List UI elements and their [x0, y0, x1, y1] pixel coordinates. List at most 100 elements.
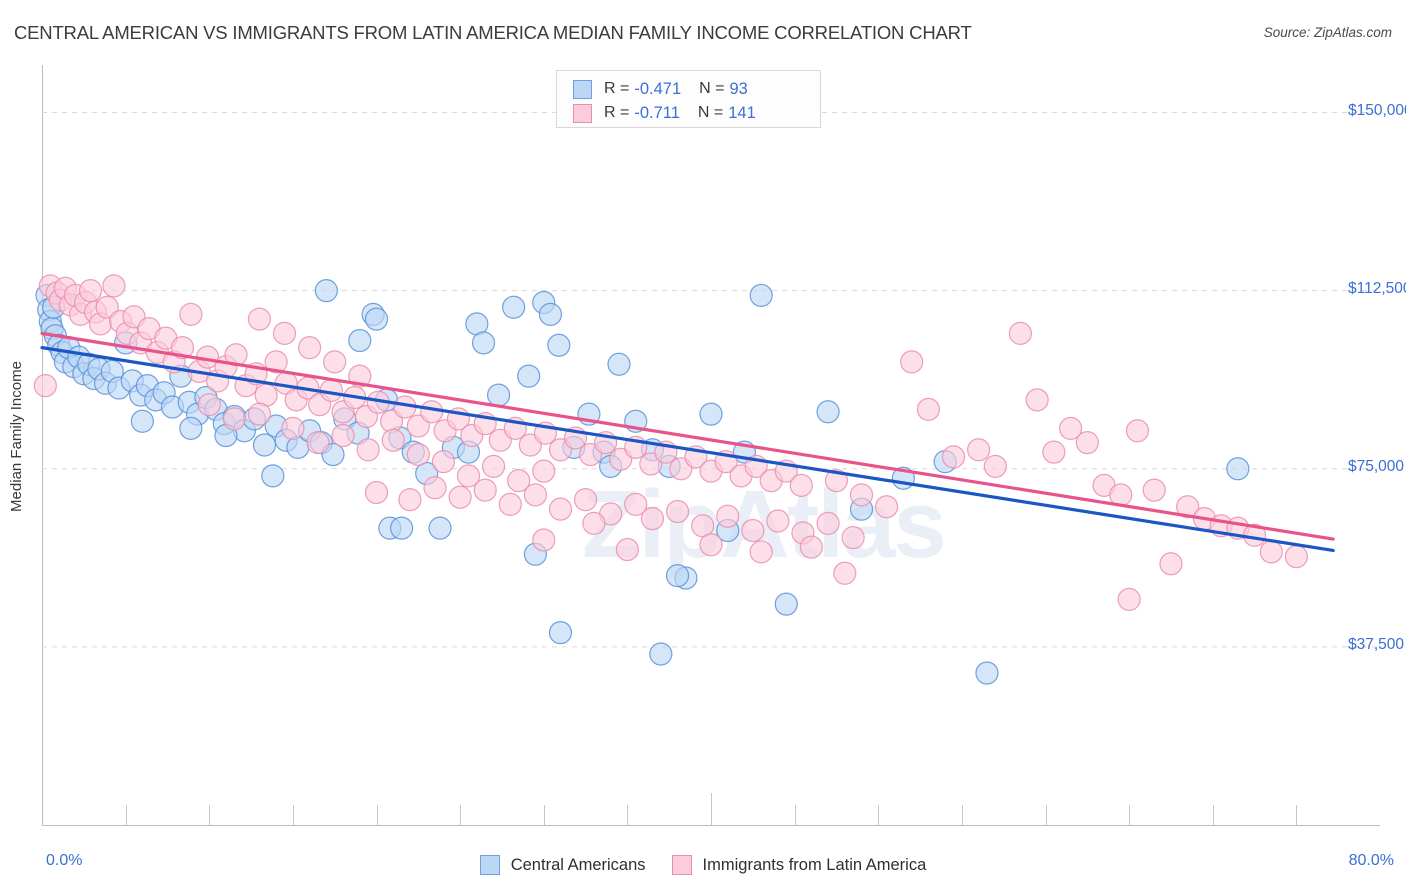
scatter-point [1117, 587, 1141, 611]
scatter-point [170, 336, 195, 360]
scatter-point [448, 485, 472, 509]
scatter-point [548, 497, 573, 521]
scatter-point [699, 402, 723, 426]
x-axis-tick [292, 805, 294, 825]
scatter-point [624, 492, 648, 516]
stats-r-value-1: -0.471 [634, 79, 682, 98]
scatter-point [406, 442, 430, 467]
scatter-point [1125, 419, 1150, 443]
y-axis-tick-label: $75,000 [1348, 457, 1405, 475]
scatter-point [1025, 388, 1049, 412]
x-axis-tick [878, 805, 880, 825]
scatter-point [615, 537, 639, 562]
x-axis-tick [543, 805, 545, 825]
stats-swatch-pink [573, 103, 592, 123]
x-axis-tick [794, 805, 796, 825]
scatter-point [517, 364, 541, 388]
x-axis-tick [125, 805, 127, 825]
trend-line [40, 346, 1335, 553]
x-axis-tick [1045, 805, 1047, 825]
y-axis-tick-label: $112,500 [1348, 279, 1406, 297]
scatter-point [983, 454, 1007, 478]
legend-item-latin-america[interactable]: Immigrants from Latin America [671, 855, 926, 875]
scatter-point [640, 507, 665, 531]
scatter-point [423, 476, 447, 500]
scatter-point [348, 328, 372, 353]
x-axis-tick [209, 805, 211, 825]
scatter-point [824, 469, 849, 493]
scatter-point [502, 295, 526, 319]
scatter-point [1176, 495, 1200, 519]
scatter-point [532, 459, 556, 483]
scatter-point [498, 492, 522, 516]
scatter-point [272, 321, 297, 345]
x-axis-tick [1296, 805, 1298, 825]
scatter-points [33, 274, 1308, 685]
legend-swatch-blue [479, 855, 500, 875]
page-title: CENTRAL AMERICAN VS IMMIGRANTS FROM LATI… [14, 22, 972, 43]
scatter-point [975, 661, 999, 685]
scatter-point [33, 374, 57, 398]
x-axis-tick [627, 805, 629, 825]
scatter-point [1075, 431, 1099, 455]
chart-legend: Central Americans Immigrants from Latin … [0, 848, 1406, 882]
scatter-point [252, 433, 277, 457]
x-axis-max-label: 80.0% [1348, 852, 1394, 869]
scatter-point [665, 499, 690, 524]
scatter-point [381, 428, 405, 452]
scatter-point [1159, 552, 1183, 576]
scatter-point [749, 540, 773, 564]
y-axis-tick-label: $150,000 [1348, 101, 1406, 119]
scatter-point [849, 483, 874, 507]
scatter-point [538, 302, 563, 326]
scatter-point [222, 407, 246, 431]
scatter-point [716, 504, 740, 528]
scatter-point [247, 307, 272, 331]
scatter-point [523, 483, 547, 507]
scatter-point [281, 416, 305, 440]
scatter-point [431, 450, 455, 474]
scatter-point [532, 528, 556, 552]
scatter-point [841, 526, 865, 550]
scatter-point [481, 454, 506, 478]
scatter-point [699, 533, 723, 557]
scatter-point [428, 516, 452, 540]
scatter-point [95, 295, 119, 319]
legend-swatch-pink [671, 855, 692, 875]
scatter-point [665, 564, 690, 588]
scatter-point [875, 495, 899, 519]
scatter-point [749, 283, 773, 307]
scatter-point [1058, 416, 1083, 440]
scatter-point [298, 336, 322, 360]
scatter-point [941, 445, 966, 469]
scatter-point [197, 393, 221, 417]
scatter-point [966, 438, 991, 462]
scatter-point [323, 350, 347, 374]
scatter-point [582, 511, 606, 535]
plot-area: ZipAtlas [33, 65, 1380, 825]
stats-row-latin-america: R = -0.711 N = 141 [573, 101, 810, 125]
scatter-point [1142, 478, 1166, 502]
scatter-point [573, 488, 598, 512]
scatter-point [456, 464, 481, 488]
correlation-stats-box: R = -0.471 N = 93 R = -0.711 N = 141 [556, 70, 821, 128]
scatter-point [774, 592, 798, 616]
scatter-point [816, 511, 840, 535]
scatter-point [247, 402, 272, 426]
x-axis-tick [1212, 805, 1214, 825]
scatter-point [789, 473, 813, 497]
x-axis-tick [1129, 805, 1131, 825]
scatter-point [833, 561, 857, 585]
scatter-point [314, 279, 338, 303]
y-axis-label-text: Median Family Income [7, 360, 25, 512]
scatter-point [766, 509, 790, 533]
stats-n-label-2: N = [697, 104, 724, 121]
y-axis-label: Median Family Income [6, 0, 26, 892]
x-axis-tick [711, 793, 712, 825]
scatter-point [1008, 321, 1033, 345]
scatter-point [389, 516, 414, 540]
stats-r-label-1: R = [604, 80, 630, 97]
legend-item-central-americans[interactable]: Central Americans [479, 855, 646, 875]
scatter-point [473, 478, 497, 502]
scatter-point [471, 331, 496, 355]
